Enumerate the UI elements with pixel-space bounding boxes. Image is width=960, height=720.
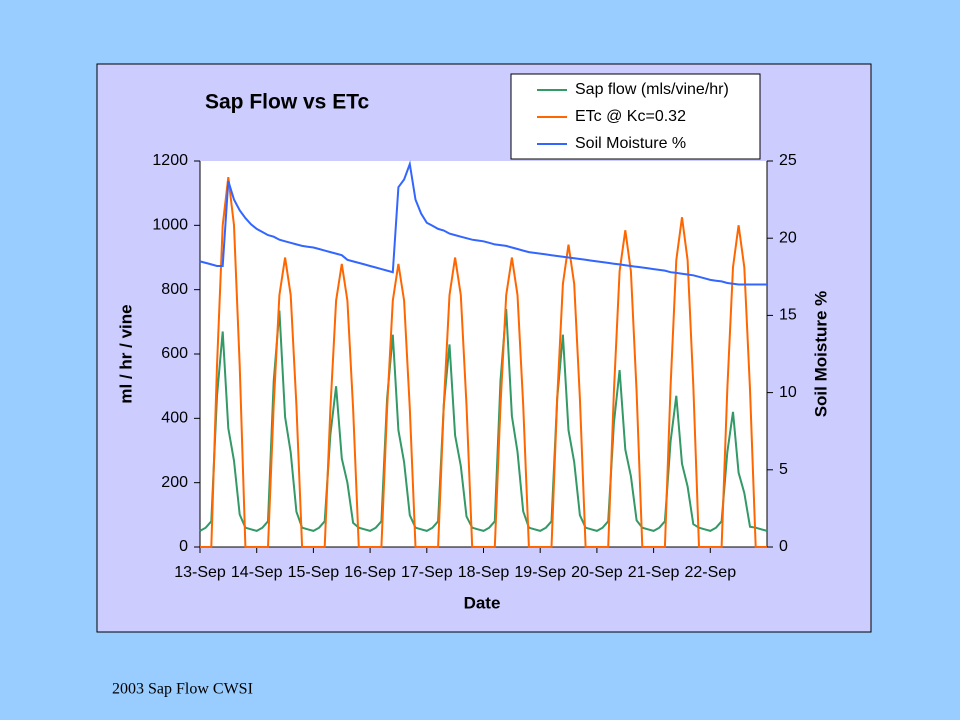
x-tick-label: 18-Sep [458,564,510,581]
x-tick-label: 21-Sep [628,564,680,581]
y-tick-label: 400 [161,410,188,427]
y2-tick-label: 25 [779,152,797,169]
y-tick-label: 600 [161,345,188,362]
y2-axis-label: Soil Moisture % [811,291,830,418]
y-tick-label: 1200 [152,152,188,169]
legend-label: ETc @ Kc=0.32 [575,108,686,125]
y2-tick-label: 10 [779,384,797,401]
series-line [200,176,767,548]
y2-tick-label: 20 [779,229,797,246]
x-tick-label: 16-Sep [344,564,396,581]
series-line [199,160,767,286]
y-tick-label: 0 [179,538,188,555]
x-tick-label: 13-Sep [174,564,226,581]
y2-tick-label: 5 [779,461,788,478]
x-tick-label: 20-Sep [571,564,623,581]
chart-title: Sap Flow vs ETc [205,91,369,114]
legend-label: Sap flow (mls/vine/hr) [575,81,729,98]
x-tick-label: 22-Sep [685,564,737,581]
y-axis-label: ml / hr / vine [116,304,135,403]
y-tick-label: 200 [161,474,188,491]
x-tick-label: 17-Sep [401,564,453,581]
x-tick-label: 14-Sep [231,564,283,581]
x-axis-label: Date [464,593,501,612]
legend-label: Soil Moisture % [575,135,686,152]
y2-tick-label: 0 [779,538,788,555]
y-tick-label: 1000 [152,217,188,234]
y-tick-label: 800 [161,281,188,298]
y2-tick-label: 15 [779,307,797,324]
x-tick-label: 15-Sep [288,564,340,581]
series-line [199,308,768,532]
x-tick-label: 19-Sep [514,564,566,581]
footer: 2003 Sap Flow CWSI [112,681,253,698]
